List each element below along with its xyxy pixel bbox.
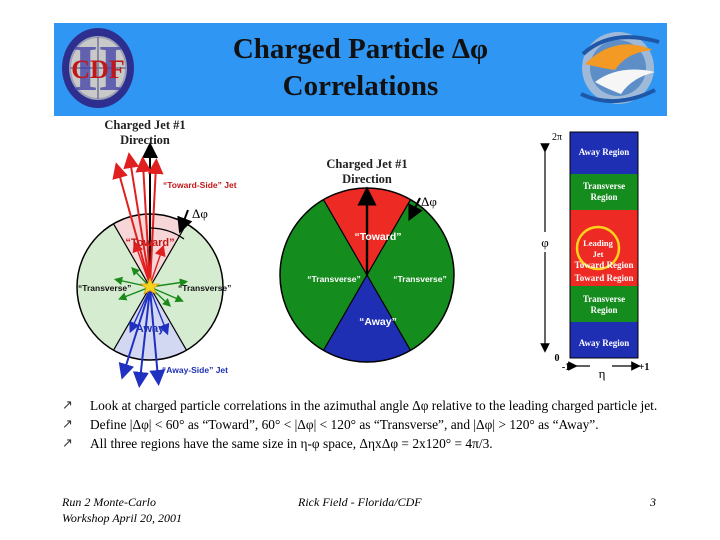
leading-jet-label-1: Leading (583, 238, 614, 248)
eta-min-label: -1 (562, 362, 570, 373)
title-banner: Charged Particle Δφ Correlations (54, 23, 667, 116)
leading-jet-circle (575, 225, 621, 271)
bullet-arrow-icon: ↗ (62, 436, 73, 451)
left-transverse-right-label: “Transverse” (178, 283, 231, 293)
toward-region-bottom-label: Toward Region (575, 273, 634, 283)
eta-axis-label: η (599, 366, 606, 381)
bullet-item: ↗ Look at charged particle correlations … (62, 396, 672, 415)
transverse-top-label-1: Transverse (583, 181, 625, 191)
footer-center: Rick Field - Florida/CDF (298, 495, 422, 509)
middle-transverse-right-label: “Transverse” (393, 274, 446, 284)
phi-axis-label: φ (541, 235, 549, 250)
footer-left-line-1: Run 2 Monte-Carlo (62, 495, 156, 509)
toward-region-top-label: Toward Region (575, 260, 634, 270)
middle-away-label: “Away” (359, 316, 397, 328)
left-transverse-left-sector (77, 223, 150, 351)
bullet-arrow-icon: ↗ (62, 398, 73, 413)
left-delta-phi-label: Δφ (192, 206, 208, 221)
region-away-top (570, 132, 638, 174)
toward-side-jet-arrows (112, 152, 166, 286)
left-direction-label-1: Charged Jet #1 (104, 118, 185, 132)
middle-transverse-right-sector (367, 199, 454, 351)
left-diagram: Charged Jet #1 Direction “Toward-Side” J… (76, 118, 237, 388)
eta-max-label: +1 (639, 362, 650, 373)
middle-diagram: Charged Jet #1 Direction Δφ “Toward” “Tr… (279, 157, 455, 363)
title-line-1: Charged Particle Δφ (232, 33, 489, 65)
away-side-jet-arrows (118, 288, 170, 388)
left-transverse-left-label: “Transverse” (78, 283, 131, 293)
right-diagram: 2π φ 0 -1 +1 η Away Region Transverse Re… (540, 131, 650, 381)
transverse-bottom-label-2: Region (591, 305, 618, 315)
left-direction-label-2: Direction (120, 133, 170, 147)
bullet-item: ↗ All three regions have the same size i… (62, 434, 672, 453)
transverse-top-label-2: Region (591, 192, 618, 202)
title-line-2: Correlations (282, 70, 439, 102)
bullet-item: ↗ Define |Δφ| < 60° as “Toward”, 60° < |… (62, 415, 672, 434)
florida-logo (580, 32, 660, 104)
middle-delta-phi-label: Δφ (421, 194, 437, 209)
footer-left-line-2: Workshop April 20, 2001 (62, 511, 183, 525)
middle-away-sector (323, 275, 411, 362)
bullet-arrow-icon: ↗ (62, 417, 73, 432)
middle-direction-label-1: Charged Jet #1 (326, 157, 407, 171)
middle-transverse-left-label: “Transverse” (307, 274, 360, 284)
away-side-jet-label: “Away-Side” Jet (162, 365, 228, 375)
middle-transverse-left-sector (280, 199, 367, 351)
region-transverse-bottom (570, 286, 638, 322)
phi-max-label: 2π (552, 132, 562, 143)
region-transverse-top (570, 174, 638, 210)
bullet-text: Look at charged particle correlations in… (90, 398, 658, 413)
correlation-diagrams: Charged Jet #1 Direction “Toward-Side” J… (76, 118, 650, 388)
logo-numeral: II (72, 32, 123, 105)
leading-jet-label-2: Jet (593, 249, 604, 259)
away-region-bottom-label: Away Region (579, 338, 630, 348)
region-toward-bottom (570, 271, 638, 286)
middle-direction-label-2: Direction (342, 172, 392, 186)
away-region-top-label: Away Region (579, 147, 630, 157)
bullet-text: All three regions have the same size in … (90, 436, 493, 451)
phi-min-label: 0 (555, 353, 560, 364)
toward-side-jet-label: “Toward-Side” Jet (163, 180, 237, 190)
middle-toward-label: “Toward” (354, 231, 401, 243)
logo-text: CDF (71, 55, 124, 84)
collision-star-icon (139, 276, 161, 295)
page-number: 3 (650, 495, 656, 509)
region-away-bottom (570, 322, 638, 358)
bullet-list: ↗ Look at charged particle correlations … (62, 396, 672, 453)
transverse-bottom-label-1: Transverse (583, 294, 625, 304)
cdf-logo: II CDF (62, 28, 134, 108)
bullet-text: Define |Δφ| < 60° as “Toward”, 60° < |Δφ… (90, 417, 599, 432)
left-toward-label: “Toward” (125, 237, 174, 249)
left-transverse-right-sector (150, 223, 223, 351)
left-away-sector (113, 287, 187, 360)
left-away-label: “Away” (130, 323, 170, 335)
slide-title: Charged Particle Δφ Correlations (54, 31, 667, 105)
footer-left: Run 2 Monte-Carlo Workshop April 20, 200… (62, 494, 182, 526)
